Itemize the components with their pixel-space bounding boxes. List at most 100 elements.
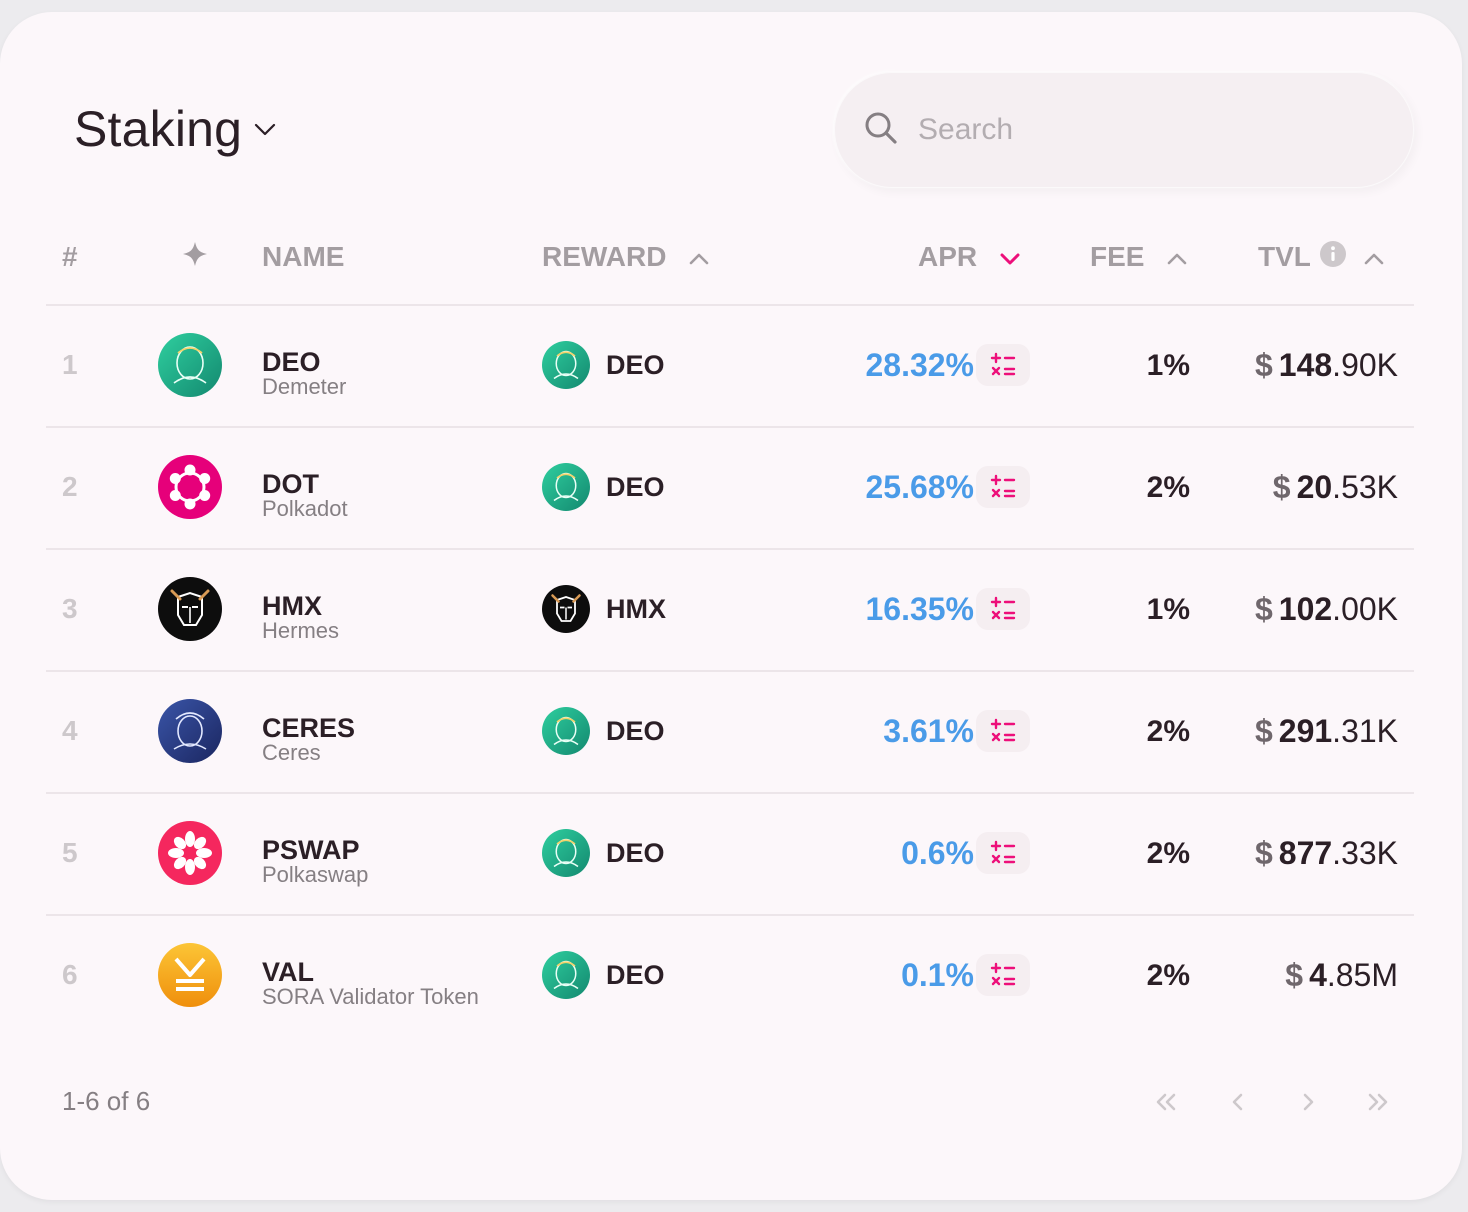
row-divider	[46, 792, 1414, 794]
tvl-decimal: .31K	[1332, 713, 1398, 749]
page-title-dropdown[interactable]: Staking	[74, 100, 276, 158]
hermes-icon	[158, 577, 222, 641]
val-icon	[158, 943, 222, 1007]
column-label-name: NAME	[262, 241, 345, 272]
token-name: Demeter	[262, 374, 347, 399]
calculator-icon	[990, 474, 1016, 498]
header-divider	[46, 304, 1414, 306]
search-box[interactable]	[834, 72, 1414, 188]
token-name: Polkadot	[262, 496, 348, 521]
sparkle-icon	[182, 241, 208, 274]
row-divider	[46, 670, 1414, 672]
tvl-value: $20.53K	[1138, 469, 1398, 506]
demeter-icon	[542, 463, 590, 511]
tvl-currency: $	[1254, 347, 1273, 383]
reward-symbol: HMX	[606, 594, 666, 624]
sort-asc-icon[interactable]	[1166, 241, 1188, 273]
row-number: 5	[62, 837, 78, 868]
calculator-icon	[990, 718, 1016, 742]
calculator-button[interactable]	[976, 954, 1030, 996]
next-page-button[interactable]	[1288, 1084, 1328, 1120]
token-name: Hermes	[262, 618, 340, 643]
row-number: 6	[62, 959, 78, 990]
demeter-icon	[542, 951, 590, 999]
last-page-button[interactable]	[1358, 1084, 1398, 1120]
tvl-decimal: .90K	[1332, 347, 1398, 383]
chevron-down-icon	[254, 123, 276, 142]
tvl-value: $291.31K	[1138, 713, 1398, 750]
column-header-apr[interactable]: APR	[918, 240, 1021, 274]
tvl-decimal: .53K	[1332, 469, 1398, 505]
tvl-integer: 148	[1278, 347, 1333, 383]
token-symbol: VAL	[262, 957, 314, 987]
apr-value: 3.61%	[883, 713, 974, 749]
demeter-icon	[542, 829, 590, 877]
row-divider	[46, 548, 1414, 550]
reward-symbol: DEO	[606, 350, 665, 380]
double-chevron-right-icon	[1368, 1093, 1388, 1111]
token-symbol: CERES	[262, 713, 356, 743]
token-name: Polkaswap	[262, 862, 369, 887]
row-number: 2	[62, 471, 78, 502]
row-divider	[46, 426, 1414, 428]
column-header-fee[interactable]: FEE	[1090, 240, 1188, 274]
double-chevron-left-icon	[1156, 1093, 1176, 1111]
column-header-reward[interactable]: REWARD	[542, 240, 710, 274]
row-number: 3	[62, 593, 78, 624]
fee-value: 2%	[1146, 959, 1190, 992]
calculator-button[interactable]	[976, 710, 1030, 752]
pagination-count: 1-6 of 6	[62, 1086, 151, 1116]
column-header-num: #	[62, 240, 78, 274]
previous-page-button[interactable]	[1218, 1084, 1258, 1120]
calculator-button[interactable]	[976, 344, 1030, 386]
token-symbol: DEO	[262, 347, 321, 377]
calculator-icon	[990, 352, 1016, 376]
token-symbol: PSWAP	[262, 835, 360, 865]
row-number: 4	[62, 715, 78, 746]
token-name: SORA Validator Token	[262, 984, 479, 1009]
column-label-apr: APR	[918, 241, 978, 272]
reward-symbol: DEO	[606, 472, 665, 502]
calculator-button[interactable]	[976, 466, 1030, 508]
hermes-icon	[542, 585, 590, 633]
demeter-icon	[542, 707, 590, 755]
tvl-decimal: .85M	[1326, 957, 1398, 993]
column-header-tvl[interactable]: TVL	[1258, 240, 1385, 274]
info-icon[interactable]	[1319, 240, 1347, 275]
tvl-value: $102.00K	[1138, 591, 1398, 628]
tvl-decimal: .00K	[1332, 591, 1398, 627]
sort-desc-icon[interactable]	[999, 241, 1021, 273]
apr-value: 16.35%	[865, 591, 974, 627]
tvl-integer: 291	[1278, 713, 1333, 749]
reward-symbol: DEO	[606, 960, 665, 990]
calculator-button[interactable]	[976, 832, 1030, 874]
fee-value: 2%	[1146, 837, 1190, 870]
reward-symbol: DEO	[606, 838, 665, 868]
row-divider	[46, 914, 1414, 916]
token-name: Ceres	[262, 740, 321, 765]
tvl-integer: 4	[1309, 957, 1327, 993]
apr-value: 0.6%	[901, 835, 974, 871]
demeter-icon	[542, 341, 590, 389]
sort-asc-icon[interactable]	[1363, 241, 1385, 273]
apr-value: 25.68%	[865, 469, 974, 505]
tvl-currency: $	[1254, 835, 1273, 871]
sort-asc-icon[interactable]	[688, 241, 710, 273]
calculator-button[interactable]	[976, 588, 1030, 630]
search-input[interactable]	[916, 112, 1380, 148]
tvl-value: $148.90K	[1138, 347, 1398, 384]
column-label-tvl: TVL	[1258, 241, 1311, 272]
fee-value: 2%	[1146, 715, 1190, 748]
search-icon	[864, 111, 898, 150]
tvl-currency: $	[1254, 591, 1273, 627]
chevron-left-icon	[1232, 1093, 1243, 1111]
tvl-integer: 877	[1278, 835, 1333, 871]
row-number: 1	[62, 349, 78, 380]
apr-value: 0.1%	[901, 957, 974, 993]
first-page-button[interactable]	[1146, 1084, 1186, 1120]
chevron-right-icon	[1303, 1093, 1314, 1111]
fee-value: 1%	[1146, 593, 1190, 626]
calculator-icon	[990, 962, 1016, 986]
reward-symbol: DEO	[606, 716, 665, 746]
page-title: Staking	[74, 101, 243, 157]
